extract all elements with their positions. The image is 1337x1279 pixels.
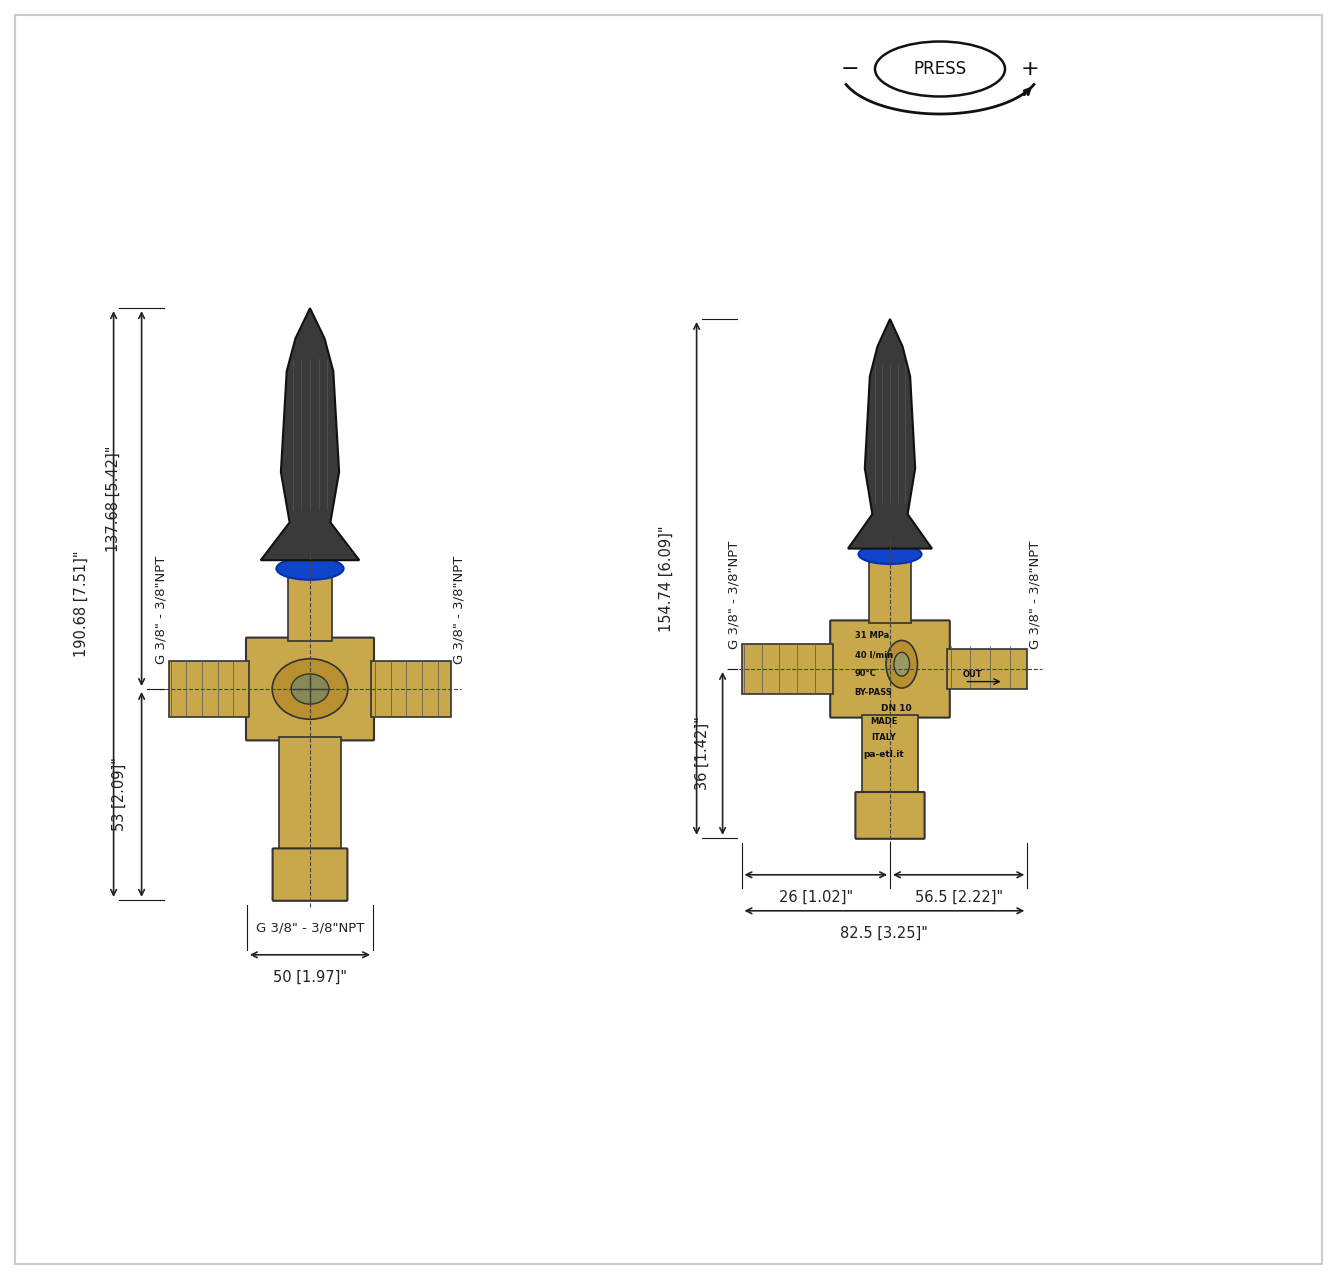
Text: 50 [1.97]": 50 [1.97]" <box>273 969 348 985</box>
FancyBboxPatch shape <box>830 620 949 718</box>
FancyBboxPatch shape <box>246 638 374 741</box>
Text: +: + <box>1020 59 1039 79</box>
Ellipse shape <box>273 659 348 719</box>
Ellipse shape <box>874 41 1005 96</box>
Text: DN 10: DN 10 <box>881 705 912 714</box>
Bar <box>287 556 333 641</box>
FancyBboxPatch shape <box>273 848 348 900</box>
Text: G 3/8" - 3/8"NPT: G 3/8" - 3/8"NPT <box>154 555 167 664</box>
Bar <box>279 738 341 849</box>
Text: OUT: OUT <box>963 669 983 679</box>
Text: PRESS: PRESS <box>913 60 967 78</box>
Text: G 3/8" - 3/8"NPT: G 3/8" - 3/8"NPT <box>1028 541 1042 648</box>
Text: 31 MPa: 31 MPa <box>854 631 889 641</box>
Polygon shape <box>848 318 932 549</box>
Text: 154.74 [6.09]": 154.74 [6.09]" <box>659 526 674 632</box>
Text: G 3/8" - 3/8"NPT: G 3/8" - 3/8"NPT <box>255 922 364 935</box>
Bar <box>168 661 249 718</box>
Text: 53 [2.09]": 53 [2.09]" <box>112 757 127 831</box>
Polygon shape <box>261 308 360 560</box>
Text: pa-etl.it: pa-etl.it <box>864 751 905 760</box>
Text: 90°C: 90°C <box>854 669 877 678</box>
Ellipse shape <box>277 558 344 579</box>
Text: ITALY: ITALY <box>872 733 897 742</box>
Text: G 3/8" - 3/8"NPT: G 3/8" - 3/8"NPT <box>453 555 465 664</box>
Ellipse shape <box>858 545 921 564</box>
Text: G 3/8" - 3/8"NPT: G 3/8" - 3/8"NPT <box>727 541 741 648</box>
Text: 137.68 [5.42]": 137.68 [5.42]" <box>106 445 122 551</box>
Text: 56.5 [2.22]": 56.5 [2.22]" <box>915 890 1003 904</box>
Text: 190.68 [7.51]": 190.68 [7.51]" <box>74 551 90 657</box>
Text: 82.5 [3.25]": 82.5 [3.25]" <box>841 926 928 941</box>
Text: 40 l/min: 40 l/min <box>854 650 893 659</box>
FancyBboxPatch shape <box>856 792 925 839</box>
Ellipse shape <box>886 641 917 688</box>
Text: 26 [1.02]": 26 [1.02]" <box>778 890 853 904</box>
Ellipse shape <box>894 652 909 677</box>
Bar <box>742 643 833 694</box>
Text: −: − <box>841 59 860 79</box>
Bar <box>869 545 910 623</box>
Bar <box>947 648 1027 689</box>
Bar <box>370 661 452 718</box>
Text: MADE: MADE <box>870 716 898 726</box>
Text: BY-PASS: BY-PASS <box>854 688 893 697</box>
Bar <box>862 715 919 793</box>
Ellipse shape <box>291 674 329 705</box>
Text: 36 [1.42]": 36 [1.42]" <box>695 716 710 790</box>
